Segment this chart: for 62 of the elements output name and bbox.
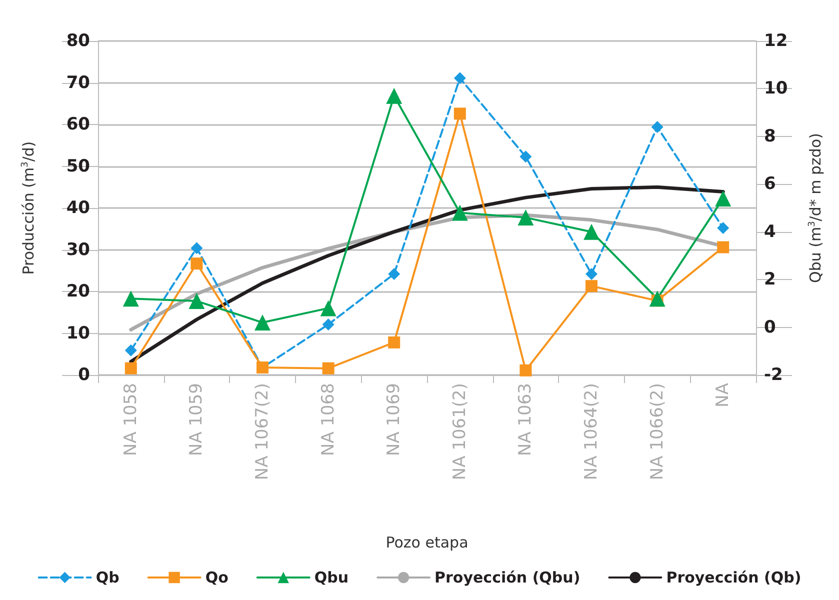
point bbox=[320, 300, 336, 316]
y2-tick-label: 6 bbox=[764, 174, 776, 194]
legend-label: Qo bbox=[205, 568, 228, 586]
x-axis-title: Pozo etapa bbox=[386, 534, 468, 552]
y-tick-label: 50 bbox=[66, 156, 90, 176]
x-tick-label: NA 1058 bbox=[120, 383, 141, 456]
y-tick-label: 60 bbox=[66, 114, 90, 134]
point bbox=[386, 88, 402, 104]
y2-tick-label: 2 bbox=[764, 270, 776, 290]
y-tick-label: 0 bbox=[78, 365, 90, 385]
point bbox=[190, 242, 203, 254]
y-tick-label: 30 bbox=[66, 240, 90, 260]
point bbox=[520, 150, 532, 163]
point bbox=[520, 364, 532, 376]
x-tick-label: NA 1061(2) bbox=[450, 383, 470, 480]
point bbox=[124, 344, 137, 356]
y2-tick-label: 0 bbox=[764, 317, 776, 338]
point bbox=[188, 293, 205, 310]
point bbox=[322, 362, 334, 374]
legend-label: Qbu bbox=[314, 568, 349, 586]
x-tick-label: NA 1064(2) bbox=[582, 383, 602, 480]
point bbox=[717, 241, 730, 254]
x-tick-label: NA 1069 bbox=[384, 383, 404, 456]
point bbox=[452, 204, 468, 221]
point bbox=[388, 336, 400, 348]
y2-tick-label: 4 bbox=[764, 222, 776, 242]
y2-tick-label: 12 bbox=[764, 31, 788, 51]
point bbox=[584, 224, 600, 240]
y-tick-label: 70 bbox=[66, 72, 90, 93]
y-tick-label: 20 bbox=[66, 282, 90, 302]
y-tick-label: 10 bbox=[66, 323, 90, 344]
legend-label: Proyección (Qb) bbox=[666, 568, 802, 586]
x-tick-label: NA 1068 bbox=[318, 383, 338, 456]
point bbox=[388, 268, 400, 280]
point bbox=[122, 290, 139, 307]
y-axis-title: Producción (m3/d) bbox=[20, 141, 38, 275]
x-tick-label: NA 1066(2) bbox=[647, 383, 668, 480]
y-tick-label: 40 bbox=[66, 198, 90, 218]
point bbox=[454, 72, 466, 84]
point bbox=[518, 210, 534, 226]
point bbox=[586, 280, 598, 292]
point bbox=[454, 108, 466, 120]
point bbox=[190, 258, 203, 270]
point bbox=[254, 314, 270, 331]
point bbox=[586, 268, 598, 280]
point bbox=[717, 222, 730, 234]
point bbox=[649, 290, 666, 307]
legend-label: Proyección (Qbu) bbox=[434, 568, 580, 586]
point bbox=[124, 362, 137, 374]
x-tick-label: NA bbox=[713, 382, 734, 408]
y2-tick-label: -2 bbox=[764, 365, 783, 385]
point bbox=[322, 318, 334, 330]
point bbox=[715, 190, 732, 206]
x-tick-label: NA 1063 bbox=[516, 383, 536, 456]
legend-label: Qb bbox=[96, 568, 120, 586]
x-tick-label: NA 1067(2) bbox=[252, 383, 272, 480]
y2-tick-label: 8 bbox=[764, 126, 776, 146]
point bbox=[651, 121, 664, 134]
y-tick-label: 80 bbox=[66, 31, 90, 51]
x-tick-label: NA 1059 bbox=[186, 383, 207, 456]
y2-axis-title: Qbu (m3/d* m pzdo) bbox=[806, 133, 824, 283]
y2-tick-label: 10 bbox=[764, 78, 788, 99]
